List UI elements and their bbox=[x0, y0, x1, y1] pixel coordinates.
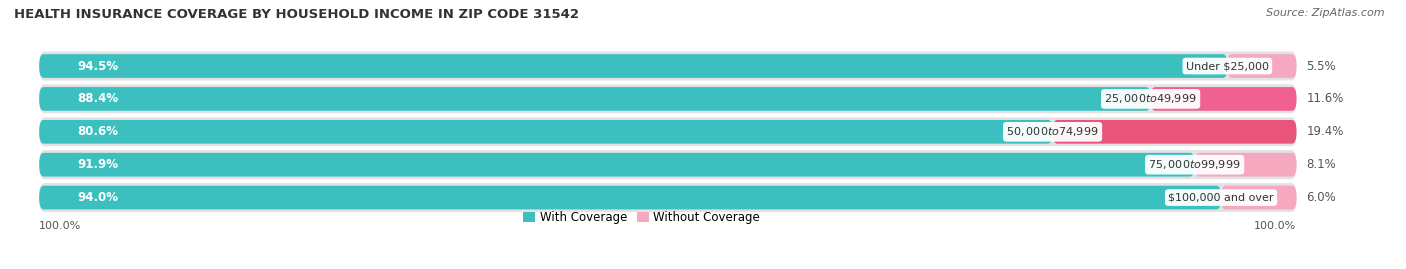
FancyBboxPatch shape bbox=[39, 87, 1150, 111]
Text: 80.6%: 80.6% bbox=[77, 125, 118, 138]
FancyBboxPatch shape bbox=[39, 186, 1220, 209]
FancyBboxPatch shape bbox=[39, 117, 1296, 146]
Text: $100,000 and over: $100,000 and over bbox=[1168, 193, 1274, 203]
Text: 5.5%: 5.5% bbox=[1306, 59, 1336, 73]
FancyBboxPatch shape bbox=[1195, 153, 1296, 176]
FancyBboxPatch shape bbox=[39, 183, 1296, 212]
FancyBboxPatch shape bbox=[1150, 87, 1296, 111]
FancyBboxPatch shape bbox=[39, 150, 1296, 179]
Text: 11.6%: 11.6% bbox=[1306, 93, 1344, 105]
Text: 6.0%: 6.0% bbox=[1306, 191, 1336, 204]
FancyBboxPatch shape bbox=[1053, 120, 1296, 144]
Text: HEALTH INSURANCE COVERAGE BY HOUSEHOLD INCOME IN ZIP CODE 31542: HEALTH INSURANCE COVERAGE BY HOUSEHOLD I… bbox=[14, 8, 579, 21]
Text: 88.4%: 88.4% bbox=[77, 93, 118, 105]
FancyBboxPatch shape bbox=[1220, 186, 1296, 209]
Text: 94.0%: 94.0% bbox=[77, 191, 118, 204]
FancyBboxPatch shape bbox=[39, 120, 1053, 144]
FancyBboxPatch shape bbox=[39, 52, 1296, 80]
Text: 100.0%: 100.0% bbox=[1254, 221, 1296, 231]
Text: 100.0%: 100.0% bbox=[39, 221, 82, 231]
Text: 91.9%: 91.9% bbox=[77, 158, 118, 171]
FancyBboxPatch shape bbox=[39, 153, 1195, 176]
FancyBboxPatch shape bbox=[39, 84, 1296, 114]
FancyBboxPatch shape bbox=[1227, 54, 1296, 78]
Text: 8.1%: 8.1% bbox=[1306, 158, 1336, 171]
Text: 94.5%: 94.5% bbox=[77, 59, 118, 73]
Legend: With Coverage, Without Coverage: With Coverage, Without Coverage bbox=[519, 206, 765, 229]
Text: $75,000 to $99,999: $75,000 to $99,999 bbox=[1149, 158, 1241, 171]
Text: $50,000 to $74,999: $50,000 to $74,999 bbox=[1007, 125, 1099, 138]
Text: 19.4%: 19.4% bbox=[1306, 125, 1344, 138]
Text: Under $25,000: Under $25,000 bbox=[1185, 61, 1268, 71]
FancyBboxPatch shape bbox=[39, 54, 1227, 78]
Text: Source: ZipAtlas.com: Source: ZipAtlas.com bbox=[1267, 8, 1385, 18]
Text: $25,000 to $49,999: $25,000 to $49,999 bbox=[1104, 93, 1197, 105]
